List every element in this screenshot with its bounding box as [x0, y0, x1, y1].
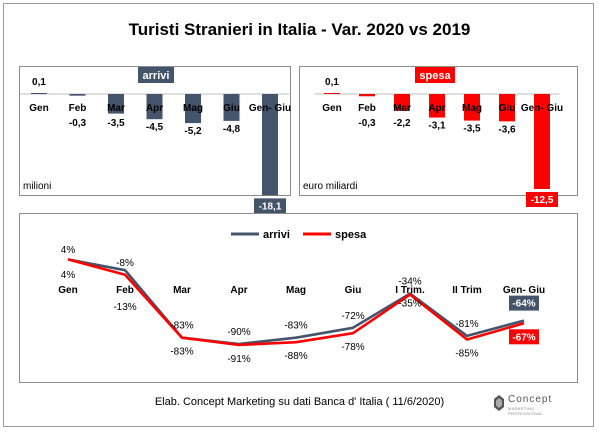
legend-arrivi-label: arrivi — [263, 229, 290, 241]
bar-Gen — [324, 93, 340, 94]
series-arrivi-line — [67, 258, 525, 346]
arrivi-data-label: -8% — [116, 258, 134, 269]
value-label: -4,5 — [146, 122, 164, 133]
logo-name: Concept — [508, 394, 553, 405]
value-label: -18,1 — [259, 201, 282, 212]
bar-Feb — [69, 94, 86, 96]
category-label: Giu — [223, 103, 240, 114]
arrivi-data-label: -72% — [341, 311, 364, 322]
arrivi-data-label: -34% — [398, 277, 421, 288]
value-label: -4,8 — [223, 124, 241, 135]
category-label: Mar — [107, 103, 125, 114]
category-label: Gen- Giu — [249, 103, 291, 114]
chart-title: Turisti Stranieri in Italia - Var. 2020 … — [128, 20, 471, 39]
spesa-bar-chart: spesa Gen 0,1 Feb -0,3 Mar -2,2 Apr -3,1 Mag -3,5 G… — [299, 66, 578, 207]
category-label: Apr — [428, 103, 445, 114]
arrivi-total-box — [509, 295, 539, 311]
total-value-box — [526, 192, 558, 207]
spesa-title: spesa — [419, 70, 451, 82]
value-label: -3,6 — [498, 124, 516, 135]
category-label: Mag — [462, 103, 482, 114]
value-label: -3,5 — [107, 118, 125, 129]
category-label: Gen — [58, 285, 77, 296]
category-label: Feb — [358, 103, 376, 114]
spesa-data-label: -83% — [170, 347, 193, 358]
bar-Mag — [464, 94, 480, 121]
bar-Gen- Giu — [262, 94, 278, 196]
spesa-data-label: -85% — [455, 349, 478, 360]
category-label: Feb — [69, 103, 87, 114]
legend-spesa-label: spesa — [335, 229, 367, 241]
arrivi-bar-svg: arrivi Gen 0,1 Feb -0,3 Mar -3,5 Apr -4,5 Mag -5,2… — [19, 67, 291, 214]
arrivi-data-label: 4% — [61, 245, 76, 256]
value-label: -0,3 — [358, 118, 376, 129]
category-label: Feb — [116, 285, 134, 296]
arrivi-data-label: -90% — [227, 327, 250, 338]
bar-Giu — [499, 94, 515, 122]
arrivi-data-label: -81% — [455, 319, 478, 330]
category-label: Apr — [146, 103, 163, 114]
bar-Apr — [429, 94, 445, 118]
chart-frame — [3, 3, 594, 427]
spesa-data-label: -35% — [398, 299, 421, 310]
arrivi-unit-label: milioni — [23, 181, 52, 192]
concept-logo: Concept MARKETING PROFESSIONAL — [494, 393, 564, 417]
bar-Feb — [359, 94, 375, 97]
bar-Mar — [394, 94, 410, 111]
variazione-line-chart: arrivi spesa Gen Feb Mar Apr Mag Giu I Trim. II T… — [19, 213, 578, 383]
value-label: -5,2 — [184, 126, 202, 137]
value-label: -12,5 — [531, 195, 554, 206]
value-label: 0,1 — [325, 77, 339, 88]
category-label: Gen- Giu — [521, 103, 563, 114]
category-label: Mag — [183, 103, 203, 114]
category-label: Mag — [286, 285, 306, 296]
logo-tagline: MARKETING PROFESSIONAL — [508, 406, 543, 416]
category-label: Gen — [29, 103, 48, 114]
value-label: 0,1 — [32, 77, 46, 88]
spesa-data-label: 4% — [61, 270, 76, 281]
arrivi-data-label: -64% — [512, 299, 535, 310]
arrivi-data-label: -83% — [170, 321, 193, 332]
category-label: Gen — [322, 103, 341, 114]
series-spesa-line — [67, 258, 525, 347]
arrivi-title: arrivi — [143, 70, 170, 82]
category-label: I Trim. — [395, 285, 425, 296]
value-label: -0,3 — [69, 118, 87, 129]
spesa-bar-svg: spesa Gen 0,1 Feb -0,3 Mar -2,2 Apr -3,1 Mag -3,5 G… — [314, 67, 563, 207]
bar-Apr — [146, 94, 163, 120]
spesa-unit-label: euro miliardi — [303, 181, 358, 192]
bar-Gen — [31, 93, 47, 94]
spesa-data-label: -88% — [284, 351, 307, 362]
spesa-data-label: -67% — [512, 332, 535, 343]
category-label: Apr — [230, 285, 247, 296]
spesa-data-label: -78% — [341, 342, 364, 353]
spesa-data-label: -91% — [227, 354, 250, 365]
logo-mark-icon — [494, 395, 504, 411]
value-label: -3,1 — [428, 121, 446, 132]
value-label: -3,5 — [463, 124, 481, 135]
bar-Gen- Giu — [534, 94, 550, 189]
category-label: Giu — [499, 103, 516, 114]
category-label: Mar — [393, 103, 411, 114]
spesa-data-label: -13% — [113, 302, 136, 313]
bar-Giu — [223, 94, 240, 121]
bar-Mag — [185, 94, 201, 124]
category-label: II Trim — [452, 285, 482, 296]
value-label: -2,2 — [393, 118, 411, 129]
category-label: Giu — [345, 285, 362, 296]
arrivi-bar-chart: arrivi Gen 0,1 Feb -0,3 Mar -3,5 Apr -4,5 Mag -5,2… — [19, 66, 291, 214]
category-label: Gen- Giu — [503, 285, 545, 296]
line-chart-svg: arrivi spesa Gen Feb Mar Apr Mag Giu I Trim. II T… — [58, 229, 545, 365]
category-label: Mar — [173, 285, 191, 296]
total-value-box — [254, 198, 286, 214]
arrivi-title-box — [138, 67, 174, 83]
spesa-title-box — [415, 67, 455, 83]
spesa-total-box — [509, 329, 539, 345]
source-footer: Elab. Concept Marketing su dati Banca d'… — [154, 396, 445, 408]
bar-Mar — [108, 94, 124, 114]
arrivi-data-label: -83% — [284, 321, 307, 332]
